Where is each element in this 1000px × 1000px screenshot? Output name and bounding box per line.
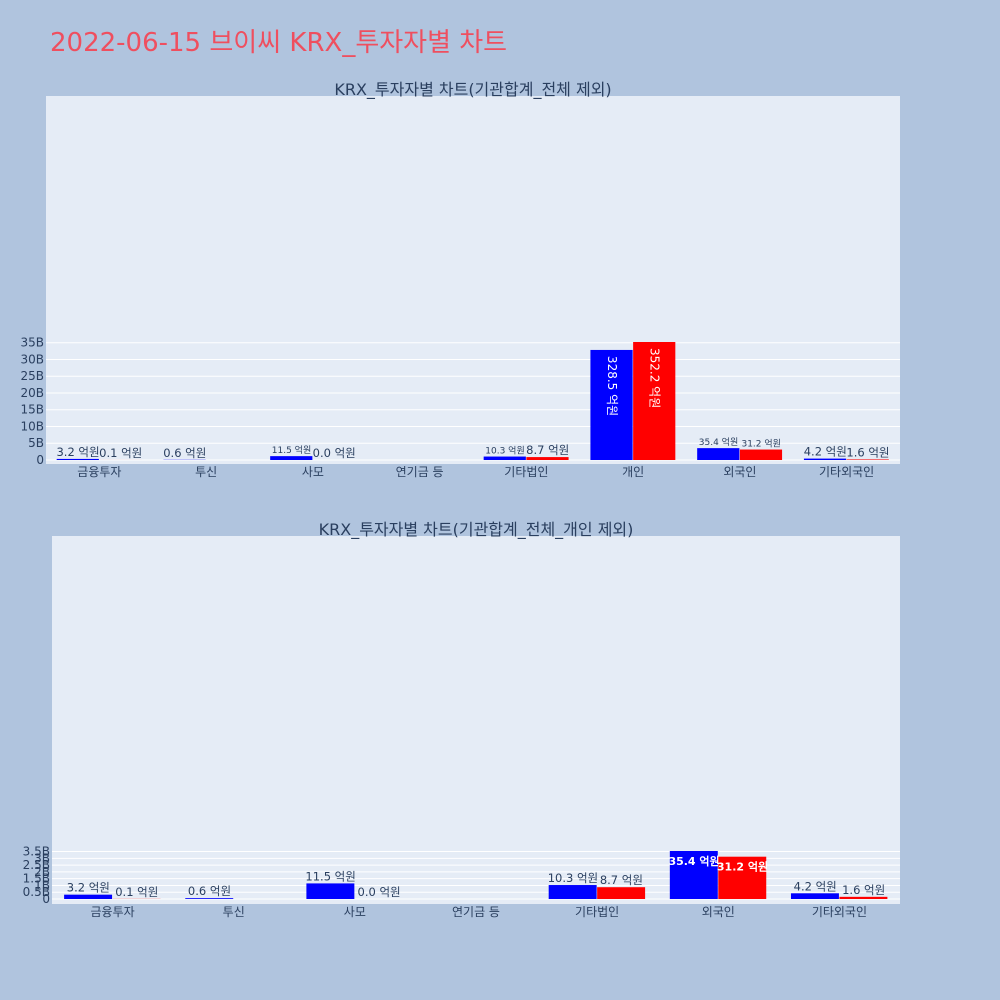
bar-value-label: 328.5 억원	[605, 356, 619, 416]
x-tick-label: 금융투자	[90, 905, 134, 919]
x-tick-label: 기타외국인	[812, 905, 867, 919]
bar	[270, 456, 313, 460]
x-tick-label: 기타법인	[575, 905, 619, 919]
bar	[185, 898, 234, 899]
x-tick-label: 외국인	[702, 905, 735, 919]
x-tick-label: 연기금 등	[452, 905, 500, 919]
y-tick-label: 35B	[20, 336, 44, 350]
x-tick-label: 금융투자	[77, 465, 121, 479]
y-tick-label: 1B	[34, 878, 50, 892]
y-tick-label: 0.5B	[23, 885, 50, 899]
x-tick-label: 개인	[622, 465, 644, 479]
y-tick-label: 10B	[20, 419, 44, 433]
bar	[548, 885, 597, 899]
y-tick-label: 15B	[20, 403, 44, 417]
y-tick-label: 2.5B	[23, 858, 50, 872]
bar-value-label: 3.2 억원	[67, 881, 110, 895]
bar	[633, 342, 676, 460]
chart-title: KRX_투자자별 차트(기관합계_전체_개인 제외)	[319, 520, 634, 540]
bar-value-label: 0.0 억원	[358, 885, 401, 899]
y-tick-label: 2B	[34, 865, 50, 879]
page-title: 2022-06-15 브이씨 KRX_투자자별 차트	[50, 28, 508, 58]
bar	[483, 456, 526, 460]
chart-title: KRX_투자자별 차트(기관합계_전체 제외)	[334, 80, 611, 100]
bar-value-label: 10.3 억원	[548, 871, 598, 885]
bar-value-label: 0.1 억원	[115, 885, 158, 899]
bar-value-label: 352.2 억원	[647, 348, 661, 408]
bar-value-label: 35.4 억원	[668, 854, 719, 868]
bar	[697, 448, 740, 460]
y-tick-label: 0	[42, 892, 50, 906]
bar-value-label: 1.6 억원	[842, 883, 885, 897]
y-tick-label: 1.5B	[23, 872, 50, 886]
bar-value-label: 4.2 억원	[804, 445, 847, 459]
x-tick-label: 기타외국인	[819, 465, 874, 479]
bar	[669, 851, 718, 899]
bar-value-label: 3.2 억원	[56, 445, 99, 459]
bar	[846, 459, 889, 460]
bar	[526, 457, 569, 460]
bar-value-label: 35.4 억원	[699, 436, 738, 448]
bar-value-label: 1.6 억원	[846, 445, 889, 459]
y-tick-label: 20B	[20, 386, 44, 400]
bar	[839, 896, 888, 899]
bar	[590, 349, 633, 460]
bar-value-label: 0.6 억원	[188, 884, 231, 898]
x-tick-label: 외국인	[723, 465, 756, 479]
bar-value-label: 31.2 억원	[717, 860, 768, 874]
y-tick-label: 3B	[34, 851, 50, 865]
bar	[64, 894, 113, 899]
bar-value-label: 8.7 억원	[526, 443, 569, 457]
y-tick-label: 5B	[28, 436, 44, 450]
chart-top: 0 5B 10B 15B 20B 25B 30B 35B KRX_투자자별 차트(기관합계_전체…	[20, 80, 900, 479]
bar-value-label: 10.3 억원	[485, 445, 524, 457]
x-tick-label: 투신	[223, 905, 245, 919]
bar	[790, 893, 839, 899]
x-tick-label: 기타법인	[504, 465, 548, 479]
y-tick-label: 30B	[20, 352, 44, 366]
plot-background	[52, 536, 900, 904]
bar-value-label: 11.5 억원	[305, 869, 355, 883]
y-tick-label: 25B	[20, 369, 44, 383]
bar	[803, 458, 847, 460]
y-tick-label: 3.5B	[23, 845, 50, 859]
x-tick-label: 투신	[195, 465, 217, 479]
bar-value-label: 8.7 억원	[600, 873, 643, 887]
x-tick-label: 연기금 등	[396, 465, 444, 479]
bar	[56, 458, 99, 460]
bar	[718, 856, 767, 899]
x-tick-label: 사모	[344, 905, 366, 919]
bar	[597, 887, 646, 899]
bar	[739, 449, 783, 460]
bar-value-label: 0.6 억원	[163, 446, 206, 460]
plot-background	[46, 96, 900, 464]
bar-value-label: 4.2 억원	[794, 879, 837, 893]
bar-value-label: 0.0 억원	[313, 446, 356, 460]
bar-value-label: 31.2 억원	[741, 438, 780, 450]
y-tick-label: 0	[36, 453, 44, 467]
x-tick-label: 사모	[302, 465, 324, 479]
bar	[306, 883, 355, 899]
bar-value-label: 11.5 억원	[272, 444, 311, 456]
bar-value-label: 0.1 억원	[99, 446, 142, 460]
